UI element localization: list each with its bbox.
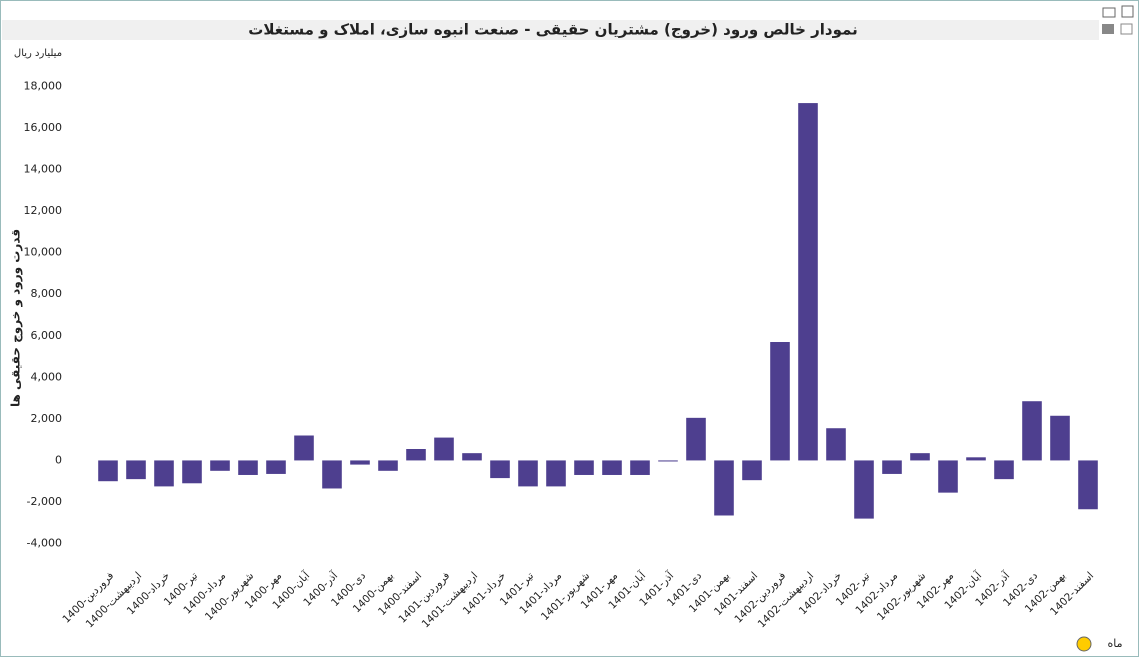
bar [882,460,902,474]
refresh-icon[interactable] [1076,636,1092,652]
bar [826,428,846,461]
y-tick-label: 4,000 [31,370,63,383]
bar [182,460,202,484]
bar [266,460,286,474]
bar [434,437,454,461]
title-bar [2,20,1099,40]
bar [378,460,398,471]
bar [462,453,482,461]
y-tick-label: 8,000 [31,287,63,300]
bar [490,460,510,479]
bar [546,460,566,487]
bar [1050,415,1070,461]
bar [742,460,762,481]
y-tick-label: 14,000 [24,163,63,176]
bar [686,417,706,461]
bar [1078,460,1098,510]
bar [350,460,370,465]
y-tick-label: -4,000 [27,537,62,550]
print-icon[interactable] [1102,24,1114,34]
bar [294,435,314,461]
bar [854,460,874,519]
bar [238,460,258,475]
maximize-icon[interactable] [1121,5,1134,18]
chart-title: نمودار خالص ورود (خروج) مشتریان حقیقی - … [248,21,857,39]
bar [126,460,146,480]
bar [210,460,230,471]
bar [574,460,594,475]
y-tick-label: -2,000 [27,495,62,508]
bar [966,457,986,461]
bar [938,460,958,493]
bar [994,460,1014,480]
y-tick-label: 18,000 [24,79,63,92]
bar [910,453,930,461]
y-tick-label: 2,000 [31,412,63,425]
bar [406,449,426,461]
bar [630,460,650,475]
bar [798,103,818,461]
bar [770,342,790,461]
y-tick-label: 10,000 [24,246,63,259]
bar [98,460,118,482]
unit-label: میلیارد ریال [14,48,62,59]
bar [602,460,622,475]
bar [322,460,342,489]
y-axis-label: قدرت ورود و خروج حقیقی ها [9,229,24,407]
bar [714,460,734,516]
y-tick-label: 12,000 [24,204,63,217]
bar [1022,401,1042,461]
bar [658,460,678,462]
x-axis-label: ماه [1107,637,1122,650]
y-tick-label: 16,000 [24,121,63,134]
bar [518,460,538,487]
bar [154,460,174,487]
y-tick-label: 6,000 [31,329,63,342]
minimize-icon[interactable] [1102,7,1116,18]
export-icon[interactable] [1120,23,1133,35]
y-tick-label: 0 [55,453,62,466]
